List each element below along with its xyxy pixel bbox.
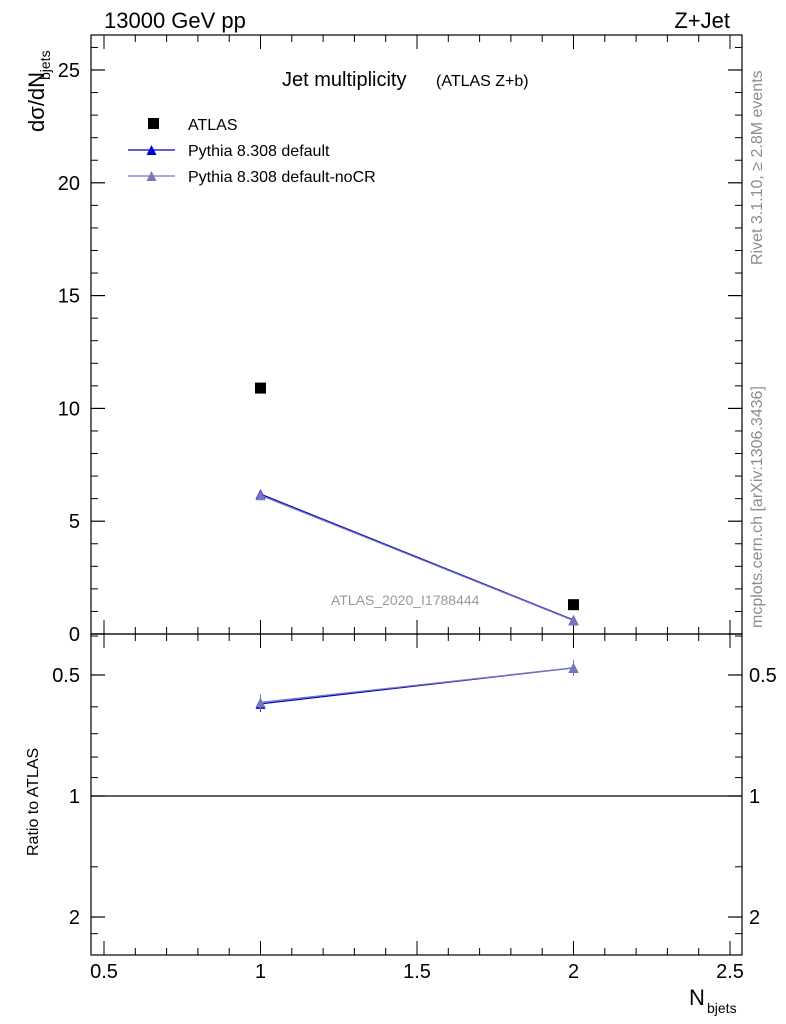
point-atlas [255,382,266,394]
main-ytick-label: 25 [58,60,80,82]
mcplots-note: mcplots.cern.ch [arXiv:1306.3436] [749,386,766,628]
ratio-ylabel: Ratio to ATLAS [25,748,42,856]
ratio-xtick-label: 1 [255,961,266,983]
ratio-xtick-label: 0.5 [90,961,118,983]
ratio-xlabel: N [689,985,705,1010]
ratio-point-nocr [255,697,266,708]
main-ytick-label: 0 [69,624,80,646]
ratio-xtick-label: 2.5 [716,961,744,983]
main-title: Jet multiplicity [282,69,406,91]
main-ytick-label: 20 [58,173,80,195]
legend-marker-atlas [148,118,159,129]
legend-marker-default [146,145,157,155]
ratio-ytick-label: 0.5 [52,665,80,687]
main-ytick-label: 5 [69,511,80,533]
legend-label-default: Pythia 8.308 default [188,143,330,160]
main-ytick-label: 10 [58,398,80,420]
point-nocr [255,490,266,501]
ratio-point-nocr [568,662,579,673]
main-ylabel-sub: bjets [37,50,53,80]
ratio-frame [90,633,743,956]
point-atlas [568,599,579,611]
ratio-ytick-label: 2 [69,907,80,929]
ratio-xtick-label: 1.5 [403,961,431,983]
series-line-nocr [260,494,574,622]
legend-label-nocr: Pythia 8.308 default-noCR [188,169,376,186]
header-left: 13000 GeV pp [104,8,246,33]
legend-marker-nocr [146,171,157,181]
main-subtitle: (ATLAS Z+b) [436,73,529,90]
ratio-ytick-label: 1 [69,786,80,808]
analysis-watermark: ATLAS_2020_I1788444 [331,592,480,608]
ratio-ytick-label-right: 0.5 [749,665,777,687]
ratio-line-nocr [260,667,574,704]
point-nocr [568,615,579,626]
ratio-panel: 0.5 0.5 1 1 2 2 0.5 1 1.5 2 2.5 Ratio to ATLAS N b… [25,633,777,1016]
main-ylabel: dσ/dN [24,72,49,132]
ratio-ytick-label-right: 2 [749,907,760,929]
ratio-xtick-label: 2 [568,961,579,983]
main-ytick-label: 15 [58,286,80,308]
ratio-ytick-label-right: 1 [749,786,760,808]
legend-label-atlas: ATLAS [188,117,238,134]
rivet-note: Rivet 3.1.10, ≥ 2.8M events [749,70,766,265]
header-right: Z+Jet [674,8,730,33]
ratio-xlabel-sub: bjets [707,1000,737,1016]
legend: ATLAS Pythia 8.308 default Pythia 8.308 … [128,117,376,186]
